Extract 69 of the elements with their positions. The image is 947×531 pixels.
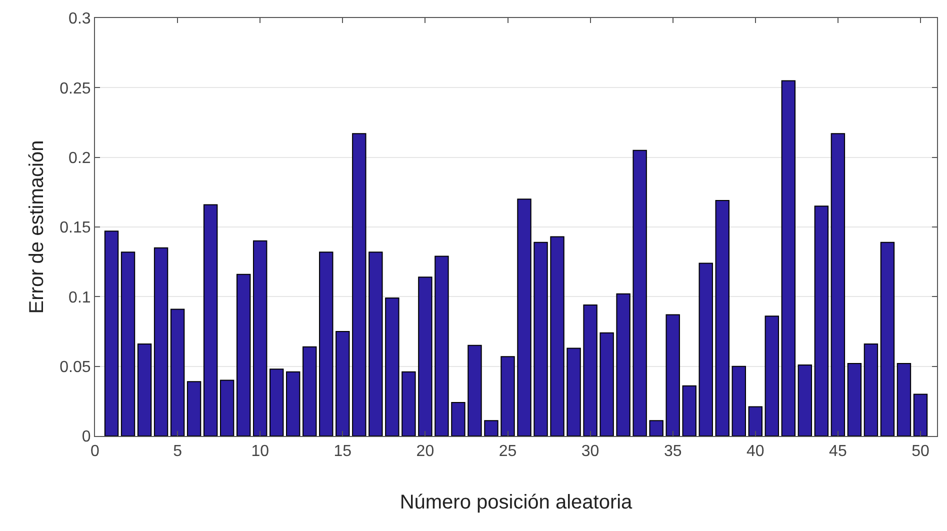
bar — [120, 252, 136, 436]
bar — [302, 346, 317, 436]
bar — [616, 293, 630, 436]
y-tick-label: 0.05 — [60, 358, 91, 376]
bar — [632, 150, 647, 436]
bar — [764, 316, 780, 436]
bar — [137, 344, 152, 436]
bar — [451, 402, 466, 436]
x-tick-label: 10 — [251, 443, 270, 460]
x-tick-label: 35 — [664, 443, 682, 460]
bar — [154, 247, 168, 436]
y-tick-label: 0.15 — [60, 220, 91, 237]
x-tick-label: 20 — [416, 443, 434, 460]
bar — [913, 394, 928, 436]
bar — [236, 274, 251, 436]
bar — [880, 242, 895, 436]
bar — [352, 133, 366, 436]
y-tick-label: 0.25 — [60, 80, 91, 98]
bar — [666, 314, 680, 436]
bar — [402, 371, 416, 436]
bar — [252, 240, 268, 436]
bar — [682, 385, 696, 436]
bar — [566, 348, 581, 436]
x-tick-label: 5 — [173, 443, 182, 460]
bar — [368, 252, 383, 436]
bar — [748, 406, 762, 436]
bar — [385, 298, 400, 436]
x-tick-label: 30 — [581, 443, 600, 460]
x-tick-label: 45 — [829, 443, 847, 460]
y-tick-label: 0.2 — [68, 150, 91, 167]
bar — [896, 363, 912, 436]
bar — [550, 236, 564, 436]
bar — [814, 206, 829, 436]
bar — [600, 332, 614, 436]
x-axis-title: Número posición aleatoria — [400, 492, 634, 514]
bar — [220, 380, 234, 436]
bar — [715, 200, 730, 436]
bar — [286, 371, 300, 436]
bar — [418, 276, 432, 436]
bar — [847, 363, 862, 436]
bar — [500, 356, 515, 436]
bar — [798, 364, 812, 436]
bar — [186, 381, 202, 436]
bar — [203, 204, 218, 436]
bar — [336, 331, 350, 436]
bar — [534, 242, 548, 436]
bar — [732, 366, 746, 436]
x-tick-label: 25 — [498, 443, 517, 460]
bar — [649, 420, 664, 436]
y-axis-title: Error de estimación — [26, 140, 48, 314]
bar — [170, 308, 185, 436]
y-tick-label: 0.1 — [68, 289, 91, 306]
bar — [830, 133, 846, 436]
x-tick-label: 15 — [334, 443, 352, 460]
y-tick-label: 0.3 — [68, 10, 91, 28]
bar — [864, 344, 878, 436]
bar — [781, 80, 796, 436]
x-tick-label: 40 — [746, 443, 764, 460]
bar — [104, 230, 119, 436]
x-tick-label: 50 — [912, 443, 930, 460]
bar — [484, 420, 498, 436]
bar — [583, 304, 598, 436]
bar — [434, 256, 449, 436]
bar — [270, 368, 284, 436]
bar — [517, 198, 532, 436]
bar — [468, 344, 482, 436]
bar — [698, 262, 713, 436]
bar — [319, 252, 334, 436]
y-tick-label: 0 — [82, 428, 91, 446]
